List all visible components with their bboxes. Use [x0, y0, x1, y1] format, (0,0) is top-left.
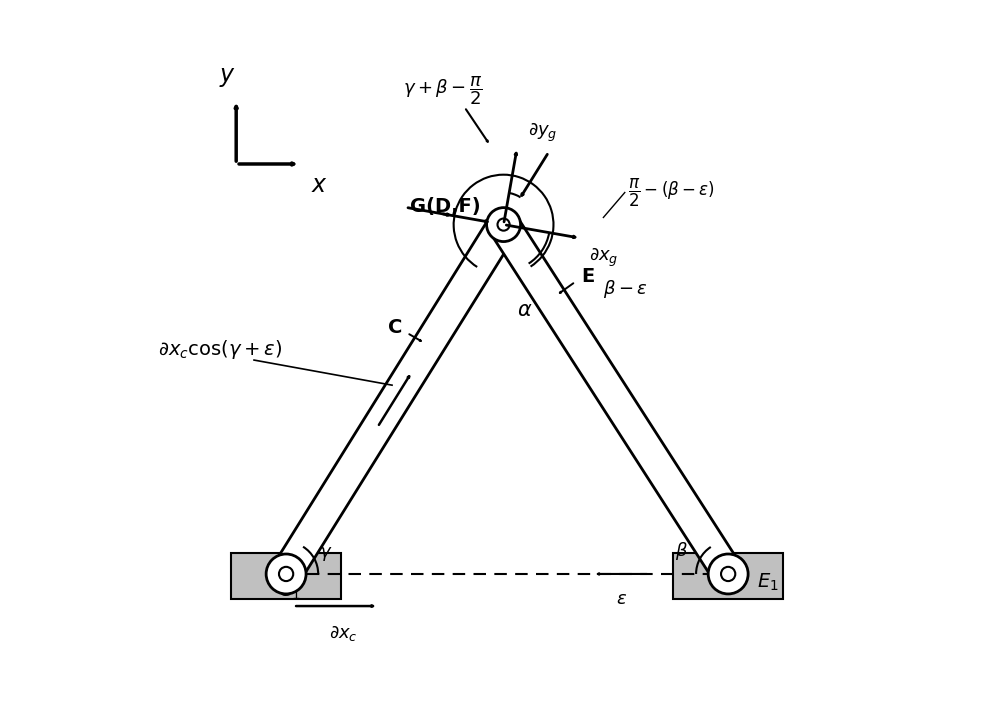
Bar	[673, 553, 783, 600]
Polygon shape	[273, 216, 517, 583]
Text: $\gamma$: $\gamma$	[319, 545, 332, 563]
Text: $\alpha$: $\alpha$	[517, 300, 533, 320]
Bar	[231, 553, 341, 600]
Text: $\varepsilon$: $\varepsilon$	[616, 590, 627, 608]
Text: G(D,F): G(D,F)	[410, 197, 480, 216]
Text: C: C	[388, 318, 402, 337]
Polygon shape	[490, 216, 741, 583]
Text: $\gamma + \beta - \dfrac{\pi}{2}$: $\gamma + \beta - \dfrac{\pi}{2}$	[403, 74, 483, 107]
Text: $\partial x_g$: $\partial x_g$	[589, 247, 619, 269]
Text: $\beta$: $\beta$	[675, 540, 688, 562]
Text: $\beta - \varepsilon$: $\beta - \varepsilon$	[603, 278, 648, 299]
Text: $E_1$: $E_1$	[757, 572, 778, 593]
Circle shape	[487, 207, 521, 242]
Circle shape	[708, 554, 748, 594]
Text: E: E	[581, 267, 594, 286]
Circle shape	[266, 554, 306, 594]
Circle shape	[279, 567, 293, 581]
Text: $x$: $x$	[311, 173, 328, 197]
Text: $\partial x_c$: $\partial x_c$	[329, 624, 358, 643]
Circle shape	[498, 218, 510, 231]
Text: $y$: $y$	[219, 65, 236, 89]
Circle shape	[721, 567, 735, 581]
Text: $\partial y_g$: $\partial y_g$	[528, 122, 557, 144]
Text: $C_1$: $C_1$	[278, 581, 301, 602]
Text: $\partial x_c \cos(\gamma + \varepsilon)$: $\partial x_c \cos(\gamma + \varepsilon)…	[158, 338, 282, 361]
Text: $\dfrac{\pi}{2} - (\beta - \varepsilon)$: $\dfrac{\pi}{2} - (\beta - \varepsilon)$	[628, 176, 715, 209]
